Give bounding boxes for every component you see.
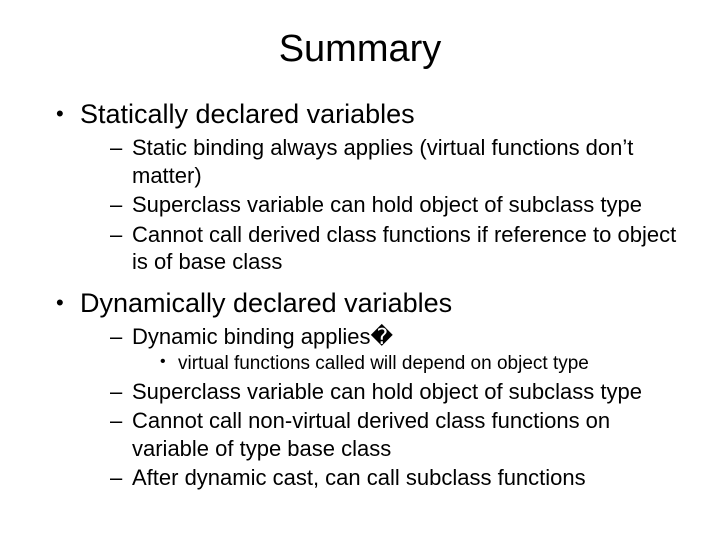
list-item-label: Statically declared variables [80,99,415,129]
list-item-label: Cannot call non-virtual derived class fu… [132,408,610,461]
list-item: Cannot call derived class functions if r… [110,221,680,276]
list-item-label: Static binding always applies (virtual f… [132,135,633,188]
list-item: Superclass variable can hold object of s… [110,378,680,406]
page-title: Summary [40,28,680,71]
list-item: Static binding always applies (virtual f… [110,134,680,189]
list-item-label: Dynamically declared variables [80,288,452,318]
list-item: virtual functions called will depend on … [160,352,680,376]
bullet-list-level3: virtual functions called will depend on … [132,352,680,376]
list-item: Statically declared variables Static bin… [56,99,680,276]
list-item: Cannot call non-virtual derived class fu… [110,407,680,462]
list-item-label: virtual functions called will depend on … [178,353,589,374]
list-item: Dynamic binding applies� virtual functio… [110,323,680,376]
list-item-label: After dynamic cast, can call subclass fu… [132,465,586,490]
list-item: Dynamically declared variables Dynamic b… [56,288,680,492]
list-item-label: Dynamic binding applies� [132,324,393,349]
bullet-list-level2: Dynamic binding applies� virtual functio… [80,323,680,492]
list-item-label: Cannot call derived class functions if r… [132,222,676,275]
list-item-label: Superclass variable can hold object of s… [132,192,642,217]
slide: Summary Statically declared variables St… [0,0,720,540]
list-item: After dynamic cast, can call subclass fu… [110,464,680,492]
bullet-list-level1: Statically declared variables Static bin… [40,99,680,492]
list-item: Superclass variable can hold object of s… [110,191,680,219]
list-item-label: Superclass variable can hold object of s… [132,379,642,404]
bullet-list-level2: Static binding always applies (virtual f… [80,134,680,276]
